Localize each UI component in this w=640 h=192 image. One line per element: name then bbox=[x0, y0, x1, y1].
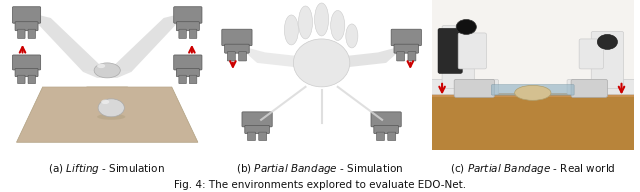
Polygon shape bbox=[17, 87, 198, 142]
Ellipse shape bbox=[293, 39, 350, 87]
Polygon shape bbox=[108, 12, 188, 72]
FancyBboxPatch shape bbox=[15, 68, 38, 77]
FancyBboxPatch shape bbox=[239, 52, 246, 61]
FancyBboxPatch shape bbox=[438, 28, 462, 73]
FancyBboxPatch shape bbox=[388, 132, 396, 141]
FancyBboxPatch shape bbox=[12, 55, 41, 70]
FancyBboxPatch shape bbox=[242, 112, 272, 127]
FancyBboxPatch shape bbox=[189, 75, 197, 84]
Ellipse shape bbox=[101, 100, 109, 104]
FancyBboxPatch shape bbox=[591, 31, 623, 88]
Ellipse shape bbox=[597, 34, 618, 49]
FancyBboxPatch shape bbox=[177, 68, 199, 77]
Text: (b) $\it{Partial\ Bandage}$ - Simulation: (b) $\it{Partial\ Bandage}$ - Simulation bbox=[236, 162, 404, 176]
FancyBboxPatch shape bbox=[28, 75, 36, 84]
FancyBboxPatch shape bbox=[458, 33, 486, 69]
FancyBboxPatch shape bbox=[15, 22, 38, 31]
FancyBboxPatch shape bbox=[408, 52, 416, 61]
FancyBboxPatch shape bbox=[173, 55, 202, 70]
FancyBboxPatch shape bbox=[579, 39, 604, 69]
FancyBboxPatch shape bbox=[177, 22, 199, 31]
Text: (a) $\it{Lifting}$ - Simulation: (a) $\it{Lifting}$ - Simulation bbox=[49, 162, 165, 176]
Ellipse shape bbox=[515, 85, 551, 100]
Text: Fig. 4: The environments explored to evaluate EDO-Net.: Fig. 4: The environments explored to eva… bbox=[174, 180, 466, 190]
FancyBboxPatch shape bbox=[17, 75, 25, 84]
FancyBboxPatch shape bbox=[244, 125, 269, 134]
FancyBboxPatch shape bbox=[374, 125, 399, 134]
FancyBboxPatch shape bbox=[376, 132, 385, 141]
FancyBboxPatch shape bbox=[225, 44, 249, 53]
Polygon shape bbox=[432, 87, 634, 97]
FancyBboxPatch shape bbox=[248, 132, 255, 141]
Polygon shape bbox=[27, 12, 108, 72]
Ellipse shape bbox=[331, 11, 345, 41]
FancyBboxPatch shape bbox=[179, 29, 186, 38]
FancyBboxPatch shape bbox=[28, 29, 36, 38]
FancyBboxPatch shape bbox=[222, 29, 252, 46]
Ellipse shape bbox=[94, 63, 120, 78]
Ellipse shape bbox=[298, 6, 312, 39]
FancyBboxPatch shape bbox=[371, 112, 401, 127]
Polygon shape bbox=[237, 45, 305, 67]
Polygon shape bbox=[338, 45, 406, 67]
Ellipse shape bbox=[456, 19, 476, 34]
FancyBboxPatch shape bbox=[179, 75, 186, 84]
FancyBboxPatch shape bbox=[12, 7, 41, 23]
Ellipse shape bbox=[98, 99, 124, 117]
FancyBboxPatch shape bbox=[391, 29, 421, 46]
Ellipse shape bbox=[284, 15, 298, 45]
FancyBboxPatch shape bbox=[454, 79, 495, 97]
FancyBboxPatch shape bbox=[189, 29, 197, 38]
Ellipse shape bbox=[97, 114, 125, 120]
Polygon shape bbox=[83, 72, 131, 78]
FancyBboxPatch shape bbox=[173, 7, 202, 23]
Polygon shape bbox=[20, 33, 87, 87]
Ellipse shape bbox=[97, 64, 105, 68]
FancyBboxPatch shape bbox=[394, 44, 419, 53]
FancyBboxPatch shape bbox=[492, 85, 574, 95]
Ellipse shape bbox=[314, 3, 329, 36]
FancyBboxPatch shape bbox=[227, 52, 236, 61]
FancyBboxPatch shape bbox=[430, 79, 499, 94]
Ellipse shape bbox=[346, 24, 358, 48]
FancyBboxPatch shape bbox=[397, 52, 404, 61]
FancyBboxPatch shape bbox=[432, 93, 634, 150]
FancyBboxPatch shape bbox=[442, 26, 474, 88]
FancyBboxPatch shape bbox=[259, 132, 267, 141]
Polygon shape bbox=[127, 33, 194, 87]
FancyBboxPatch shape bbox=[571, 79, 607, 97]
FancyBboxPatch shape bbox=[567, 79, 636, 94]
FancyBboxPatch shape bbox=[432, 0, 634, 93]
Text: (c) $\it{Partial\ Bandage}$ - Real world: (c) $\it{Partial\ Bandage}$ - Real world bbox=[451, 162, 616, 176]
FancyBboxPatch shape bbox=[17, 29, 25, 38]
